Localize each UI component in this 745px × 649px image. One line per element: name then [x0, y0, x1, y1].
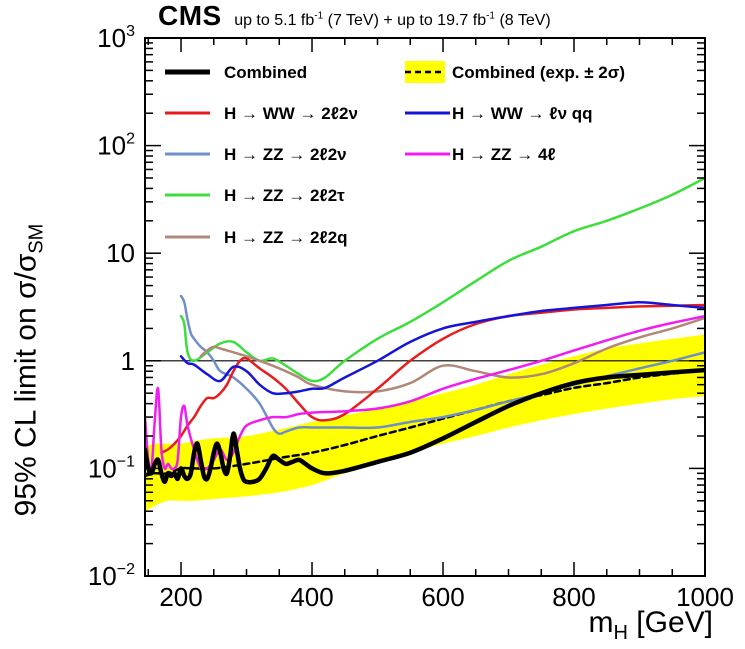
lumi-7tev-energy: (7 TeV) [327, 12, 379, 29]
legend-entry-text: H → WW → ℓν qq [452, 104, 593, 123]
y-tick-label: 103 [97, 23, 135, 53]
lumi-8tev-exponent: -1 [486, 10, 495, 22]
x-axis-title-unit: [GeV] [636, 606, 713, 639]
series-line-3 [199, 316, 705, 394]
series-line-4 [160, 303, 705, 454]
y-tick-label: 1 [121, 346, 135, 376]
x-axis-title: mH [GeV] [589, 606, 714, 645]
lumi-8tev-energy: (8 TeV) [499, 12, 551, 29]
x-axis-title-main: m [588, 606, 614, 639]
legend-entry-text: Combined [224, 63, 307, 82]
luminosity-label: up to 5.1 fb-1 (7 TeV) + up to 19.7 fb-1… [234, 10, 551, 29]
y-tick-label: 102 [97, 131, 135, 161]
x-tick-label: 800 [552, 582, 595, 612]
lumi-8tev-prefix: + up to 19.7 fb [383, 12, 487, 29]
legend-entry-text: Combined (exp. ± 2σ) [452, 63, 625, 82]
y-tick-label: 10−1 [88, 453, 135, 483]
legend-entry-text: H → ZZ → 2ℓ2q [224, 228, 348, 247]
legend-entry-text: H → ZZ → 2ℓ2ν [224, 145, 347, 164]
lumi-7tev-prefix: up to 5.1 fb [234, 12, 315, 29]
x-axis-title-sub: H [613, 622, 628, 644]
series-line-5 [179, 301, 705, 396]
series-line-2 [179, 176, 705, 383]
y-tick-label: 10−2 [88, 561, 135, 591]
series-line-0 [145, 368, 705, 478]
x-tick-label: 600 [421, 582, 464, 612]
x-tick-label: 1000 [676, 582, 734, 612]
plot-frame [144, 37, 706, 577]
cms-header: CMS up to 5.1 fb-1 (7 TeV) + up to 19.7 … [158, 0, 551, 32]
series-line-7 [145, 367, 705, 485]
experiment-logo-text: CMS [158, 0, 222, 31]
y-tick-label: 10 [106, 238, 135, 268]
lumi-7tev-exponent: -1 [314, 10, 324, 22]
legend-entry-text: H → ZZ → 4ℓ [452, 145, 556, 164]
legend-entry-text: H → ZZ → 2ℓ2τ [224, 186, 345, 205]
x-tick-label: 200 [159, 582, 202, 612]
x-tick-label: 400 [290, 582, 333, 612]
legend-entry-text: H → WW → 2ℓ2ν [224, 104, 358, 123]
